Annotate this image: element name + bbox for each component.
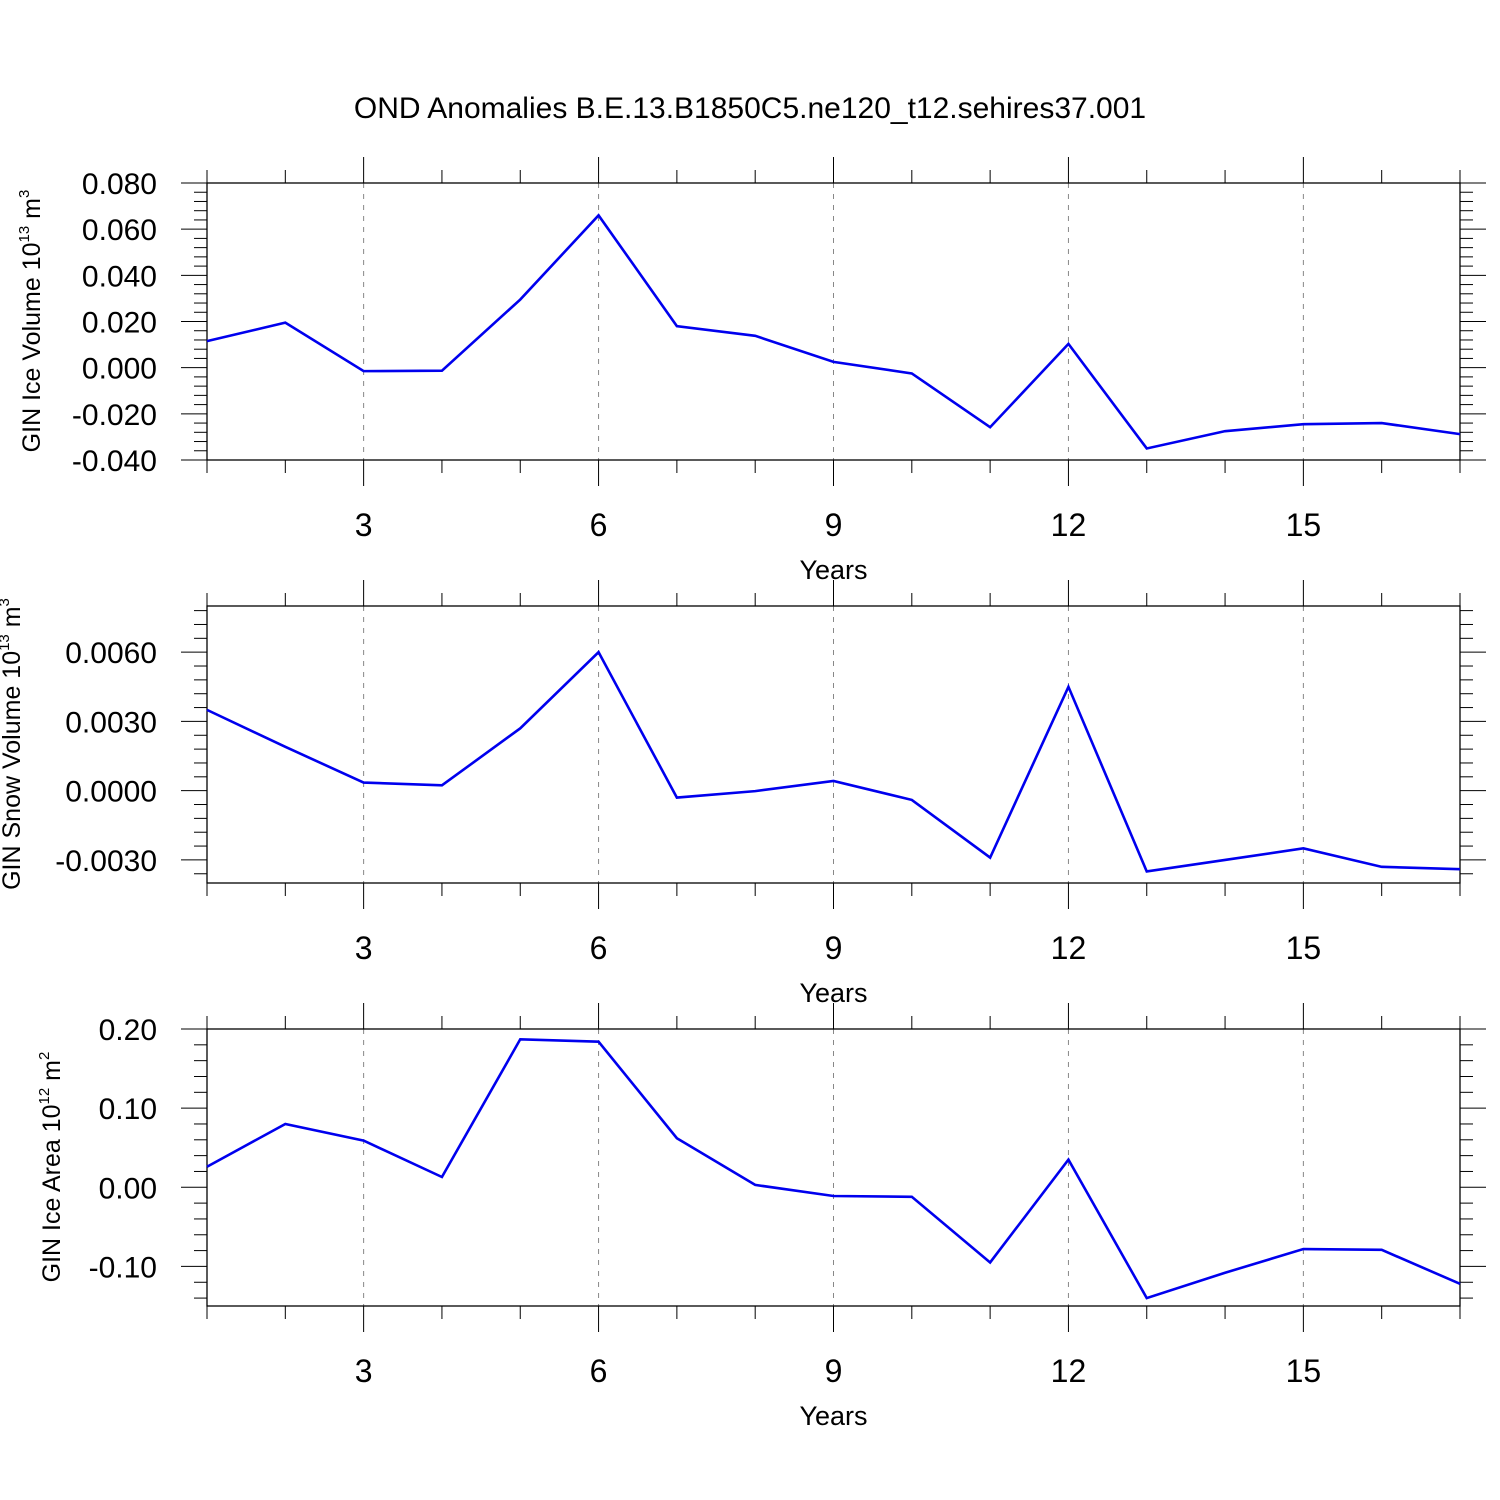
y-tick-label: 0.0060 — [65, 637, 157, 670]
y-tick-label: 0.10 — [99, 1093, 157, 1126]
y-tick-label: 0.00 — [99, 1172, 157, 1205]
x-tick-label: 3 — [355, 1353, 373, 1389]
y-axis-label-superscript: 12 — [36, 1088, 53, 1105]
y-axis-label: GIN Ice Volume 1013 m3 — [16, 190, 46, 453]
y-tick-label: 0.0030 — [65, 706, 157, 739]
y-tick-label: -0.020 — [72, 399, 157, 432]
y-axis-label-superscript: 3 — [16, 190, 33, 198]
figure-title: OND Anomalies B.E.13.B1850C5.ne120_t12.s… — [353, 92, 1147, 125]
y-tick-label: 0.0000 — [65, 776, 157, 809]
x-tick-label: 15 — [1286, 930, 1322, 966]
x-tick-label: 3 — [355, 507, 373, 543]
x-tick-label: 9 — [825, 507, 843, 543]
series-line — [206, 213, 1461, 450]
y-axis-label-part: m — [18, 198, 46, 226]
y-axis-label-superscript: 3 — [0, 598, 13, 606]
y-tick-label: -0.040 — [72, 445, 157, 478]
y-axis-label: GIN Snow Volume 1013 m3 — [0, 598, 26, 890]
y-tick-label: 0.20 — [99, 1014, 157, 1047]
series-line — [206, 1037, 1461, 1300]
x-tick-label: 9 — [825, 1353, 843, 1389]
x-tick-label: 3 — [355, 930, 373, 966]
y-axis-label: GIN Ice Area 1012 m2 — [36, 1052, 66, 1283]
y-tick-label: 0.080 — [82, 168, 157, 201]
x-tick-label: 15 — [1286, 507, 1322, 543]
y-axis-label-part: GIN Ice Volume 10 — [18, 242, 46, 452]
series-line — [206, 650, 1461, 873]
x-tick-label: 9 — [825, 930, 843, 966]
y-axis-label-part: m — [38, 1060, 66, 1088]
x-tick-label: 6 — [590, 930, 608, 966]
y-tick-label: 0.000 — [82, 353, 157, 386]
y-axis-label-superscript: 2 — [36, 1052, 53, 1060]
y-axis-label-superscript: 13 — [0, 634, 13, 651]
chart-panel-3: 3 6 9 12 15 Years -0.10 0.00 0.10 0.20 GIN Ice Are… — [36, 1003, 1486, 1431]
x-tick-label: 12 — [1051, 930, 1087, 966]
y-axis-label-part: GIN Ice Area 10 — [38, 1104, 66, 1282]
y-tick-label: -0.0030 — [55, 845, 157, 878]
chart-panel-1: 3 6 9 12 15Years-0.040-0.0200.0000.0200.0400… — [16, 157, 1486, 585]
y-tick-label: -0.10 — [89, 1251, 157, 1284]
chart-panel-2: 3 6 9 12 15Years-0.00300.00000.00300.0060GIN… — [0, 580, 1486, 1008]
y-tick-label: 0.060 — [82, 214, 157, 247]
y-axis-label-part: m — [0, 606, 26, 634]
x-tick-label: 12 — [1051, 507, 1087, 543]
x-tick-label: 6 — [590, 1353, 608, 1389]
x-axis-label: Years — [799, 1401, 867, 1431]
x-tick-label: 15 — [1286, 1353, 1322, 1389]
x-tick-label: 6 — [590, 507, 608, 543]
y-axis-label-superscript: 13 — [16, 226, 33, 243]
y-axis-label-part: GIN Snow Volume 10 — [0, 651, 26, 890]
x-tick-label: 12 — [1051, 1353, 1087, 1389]
y-tick-label: 0.040 — [82, 260, 157, 293]
y-tick-label: 0.020 — [82, 307, 157, 340]
